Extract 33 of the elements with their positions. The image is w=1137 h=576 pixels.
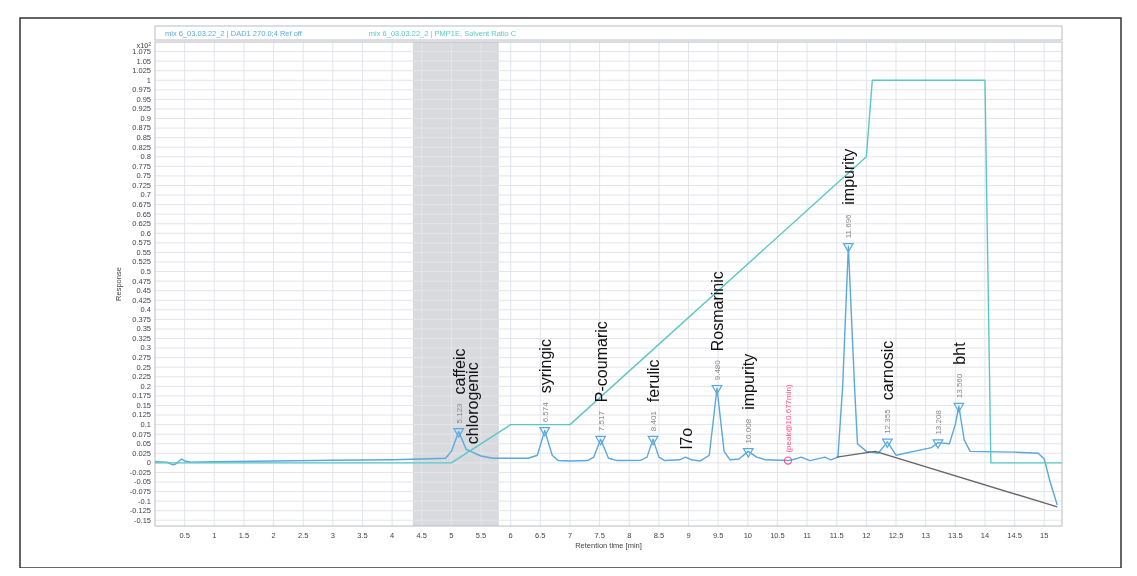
line-series [154,245,1058,506]
point [882,438,893,448]
annotation: 9.480 [712,359,722,381]
annotation: bht [950,341,968,365]
point [953,402,965,413]
annotation: impurity [740,353,758,410]
point [783,456,793,465]
annotation: 5.123 [454,402,464,424]
point [932,439,944,449]
annotation: 6.574 [540,401,550,423]
annotation: 13.208 [933,409,943,435]
annotation: 10.008 [744,418,754,444]
annotation: impurity [840,148,858,205]
annotation: carnosic [879,340,897,401]
annotation: syringic [536,339,554,394]
annotation: 13.560 [954,373,964,399]
point [647,435,659,446]
point [595,435,607,446]
annotation: 12.355 [883,408,893,434]
annotation: Rosmarinic [708,271,726,352]
annotation: P-coumaric [592,321,610,403]
annotation: 11.696 [844,213,854,239]
point [742,448,754,458]
annotation: 8.401 [649,410,659,432]
point [842,242,854,253]
line-series [154,79,1063,464]
annotation: l7o [677,427,695,450]
point [539,426,551,437]
annotation: 7.517 [596,410,606,432]
annotation: chlorogenic [464,362,482,445]
annotation: ferulic [645,359,663,403]
annotation: (peak@10.677min) [783,384,793,453]
point [453,428,465,438]
